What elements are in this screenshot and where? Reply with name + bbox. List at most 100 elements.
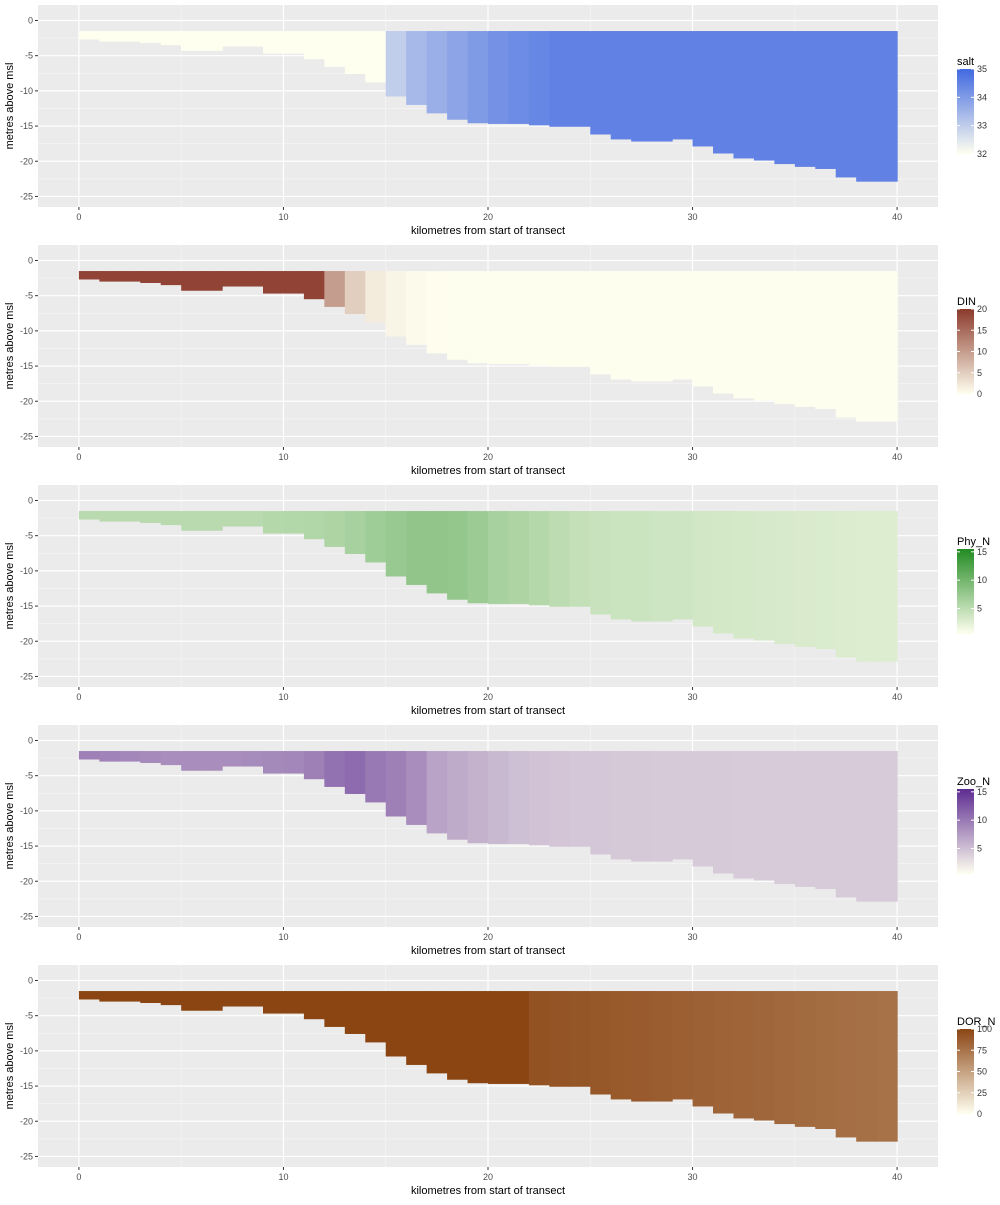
legend-tick-label: 0 <box>977 1109 982 1119</box>
heatmap-cell <box>344 511 366 554</box>
x-tick-label: 40 <box>892 452 902 462</box>
heatmap-cell <box>365 511 387 563</box>
heatmap-cell <box>201 751 223 771</box>
heatmap-cell <box>528 991 550 1086</box>
heatmap-cell <box>733 511 755 639</box>
heatmap-cell <box>324 991 346 1027</box>
heatmap-cell <box>344 751 366 794</box>
heatmap-cell <box>672 271 694 380</box>
heatmap-cell <box>160 271 182 286</box>
legend-title: DIN <box>957 296 976 308</box>
heatmap-cell <box>488 271 510 364</box>
legend-title: Phy_N <box>957 536 990 548</box>
legend-tick-label: 20 <box>977 304 987 314</box>
y-tick-label: -5 <box>25 51 33 61</box>
heatmap-cell <box>78 991 100 1000</box>
heatmap-cell <box>324 31 346 67</box>
heatmap-cell <box>508 751 530 844</box>
panel-salt: 0 10 20 30 40 0 -5 -10 -15 -20 -25 kilometres from … <box>0 0 1000 240</box>
heatmap-cell <box>303 511 325 540</box>
heatmap-cell <box>631 751 653 862</box>
heatmap-cell <box>528 511 550 606</box>
heatmap-cell <box>692 751 714 867</box>
heatmap-cell <box>713 511 735 634</box>
heatmap-cell <box>753 511 775 641</box>
heatmap-cell <box>283 991 305 1014</box>
legend-tick-label: 5 <box>977 604 982 614</box>
heatmap-cell <box>856 271 878 422</box>
y-tick-label: -25 <box>20 1151 33 1161</box>
heatmap-cell <box>426 751 448 834</box>
heatmap-cell <box>467 271 489 364</box>
heatmap-cell <box>119 271 141 282</box>
heatmap-cell <box>385 991 407 1057</box>
x-tick-label: 30 <box>688 692 698 702</box>
heatmap-cell <box>651 271 673 382</box>
heatmap-cell <box>426 511 448 594</box>
heatmap-cell <box>733 271 755 399</box>
y-tick-label: -10 <box>20 86 33 96</box>
heatmap-cell <box>651 991 673 1102</box>
heatmap-cells <box>78 31 898 182</box>
heatmap-cell <box>815 751 837 889</box>
y-tick-label: -5 <box>25 531 33 541</box>
heatmap-cell <box>160 751 182 766</box>
y-axis-title: metres above msl <box>4 783 16 870</box>
y-tick-label: -10 <box>20 1046 33 1056</box>
heatmap-cell <box>549 751 571 847</box>
heatmap-cell <box>774 751 796 885</box>
y-tick-label: -20 <box>20 396 33 406</box>
heatmap-cell <box>263 511 285 534</box>
heatmap-cell <box>794 751 816 887</box>
x-tick-label: 20 <box>483 692 493 702</box>
y-tick-label: 0 <box>28 735 33 745</box>
heatmap-cell <box>406 271 428 345</box>
heatmap-cell <box>692 511 714 627</box>
heatmap-cell <box>651 31 673 142</box>
heatmap-cell <box>876 991 898 1142</box>
heatmap-cell <box>672 511 694 620</box>
legend-colorbar <box>957 1029 974 1114</box>
heatmap-cell <box>160 511 182 526</box>
heatmap-cell <box>610 991 632 1100</box>
heatmap-cell <box>631 31 653 142</box>
heatmap-cell <box>692 271 714 387</box>
heatmap-cell <box>733 31 755 159</box>
heatmap-cell <box>365 991 387 1043</box>
heatmap-cell <box>549 31 571 127</box>
heatmap-cell <box>610 751 632 860</box>
heatmap-cell <box>181 511 203 531</box>
legend-tick-label: 10 <box>977 347 987 357</box>
heatmap-cell <box>835 271 857 418</box>
heatmap-cell <box>672 31 694 140</box>
heatmap-cell <box>549 511 571 607</box>
y-axis-title: metres above msl <box>4 543 16 630</box>
heatmap-cell <box>222 31 244 47</box>
heatmap-cell <box>713 991 735 1114</box>
legend-tick-label: 0 <box>977 389 982 399</box>
heatmap-cell <box>344 31 366 74</box>
legend-colorbar <box>957 309 974 394</box>
heatmap-cell <box>876 511 898 662</box>
heatmap-cell <box>508 991 530 1084</box>
heatmap-cell <box>488 991 510 1084</box>
y-tick-label: 0 <box>28 495 33 505</box>
heatmap-cell <box>528 271 550 366</box>
heatmap-cell <box>488 751 510 844</box>
heatmap-cell <box>283 31 305 54</box>
panel-DIN: 0 10 20 30 40 0 -5 -10 -15 -20 -25 kilometres from … <box>0 240 1000 480</box>
x-tick-label: 0 <box>76 692 81 702</box>
legend-tick-label: 50 <box>977 1067 987 1077</box>
heatmap-cell <box>856 31 878 182</box>
heatmap-cell <box>672 751 694 860</box>
heatmap-cell <box>385 751 407 817</box>
y-tick-label: -10 <box>20 806 33 816</box>
heatmap-cell <box>774 271 796 405</box>
heatmap-cell <box>222 751 244 767</box>
heatmap-cell <box>263 271 285 294</box>
x-tick-label: 30 <box>688 1172 698 1182</box>
panel-DOR_N: 0 10 20 30 40 0 -5 -10 -15 -20 -25 kilometres from … <box>0 960 1000 1200</box>
chart-salt: 0 10 20 30 40 0 -5 -10 -15 -20 -25 kilometres from … <box>4 5 987 237</box>
heatmap-cell <box>856 751 878 902</box>
heatmap-cell <box>426 31 448 114</box>
